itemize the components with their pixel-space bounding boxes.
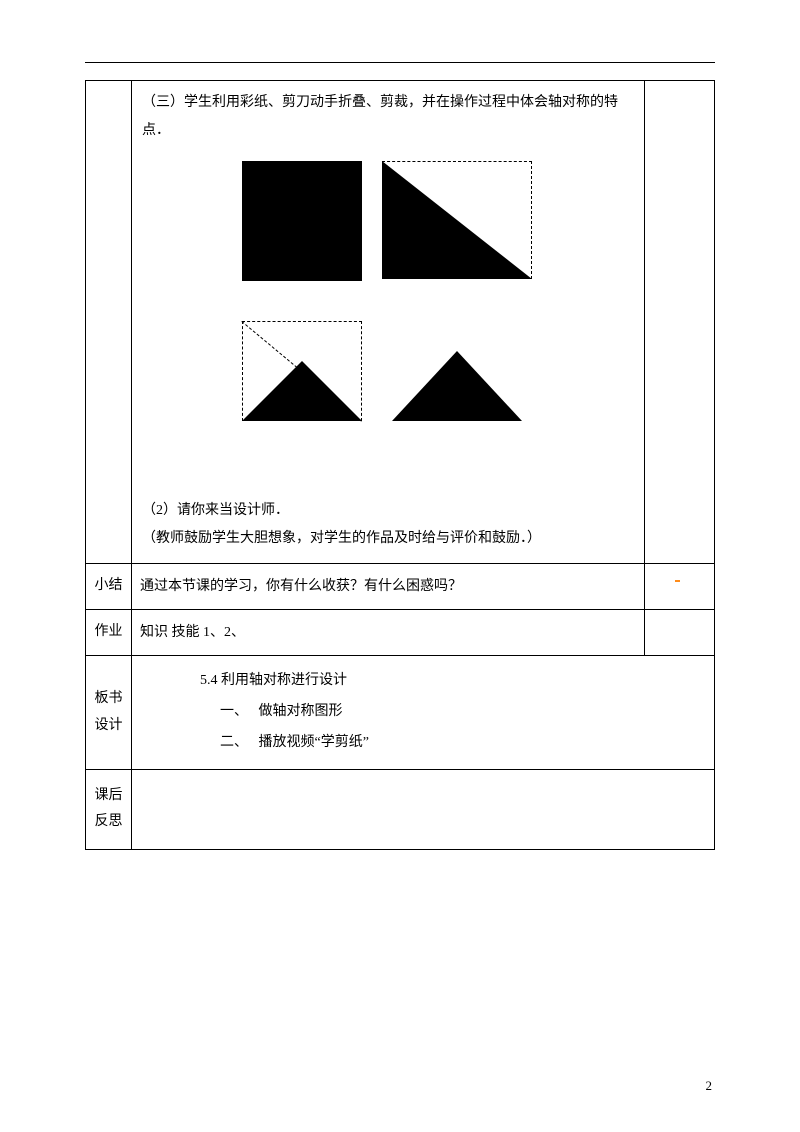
page-number: 2 [706, 1078, 713, 1094]
board-design-cell: 5.4 利用轴对称进行设计 一、 做轴对称图形 二、 播放视频“学剪纸” [132, 656, 715, 769]
right-margin-cell [645, 81, 715, 564]
board-item: 一、 做轴对称图形 [140, 697, 706, 728]
accent-mark-icon [675, 580, 680, 582]
label-line: 课后 [88, 783, 129, 810]
row-label-board: 板书 设计 [86, 656, 132, 769]
document-page: （三）学生利用彩纸、剪刀动手折叠、剪裁，并在操作过程中体会轴对称的特点． （2）… [0, 0, 800, 850]
label-line: 反思 [88, 809, 129, 836]
board-title: 5.4 利用轴对称进行设计 [140, 666, 706, 697]
row-label-reflect: 课后 反思 [86, 769, 132, 849]
table-row: 作业 知识 技能 1、2、 [86, 610, 715, 656]
summary-cell: 通过本节课的学习，你有什么收获？有什么困惑吗？ [132, 564, 645, 610]
triangle-bottom-left-r [302, 361, 362, 421]
symmetry-figure [142, 151, 634, 451]
row-label-summary: 小结 [86, 564, 132, 610]
label-line: 设计 [88, 713, 129, 740]
triangle-bottom-left-l [242, 361, 302, 421]
list-text: 播放视频“学剪纸” [259, 735, 369, 750]
list-number: 一、 [220, 704, 248, 719]
list-text: 做轴对称图形 [259, 704, 343, 719]
reflect-cell [132, 769, 715, 849]
homework-cell: 知识 技能 1、2、 [132, 610, 645, 656]
right-margin-cell [645, 610, 715, 656]
right-margin-cell [645, 564, 715, 610]
table-row: （三）学生利用彩纸、剪刀动手折叠、剪裁，并在操作过程中体会轴对称的特点． （2）… [86, 81, 715, 564]
paragraph: （2）请你来当设计师． [142, 497, 634, 525]
lesson-plan-table: （三）学生利用彩纸、剪刀动手折叠、剪裁，并在操作过程中体会轴对称的特点． （2）… [85, 80, 715, 850]
table-row: 课后 反思 [86, 769, 715, 849]
main-content-cell: （三）学生利用彩纸、剪刀动手折叠、剪裁，并在操作过程中体会轴对称的特点． （2）… [132, 81, 645, 564]
table-row: 小结 通过本节课的学习，你有什么收获？有什么困惑吗？ [86, 564, 715, 610]
paragraph: （教师鼓励学生大胆想象，对学生的作品及时给与评价和鼓励．） [142, 525, 634, 553]
row-label-empty [86, 81, 132, 564]
list-number: 二、 [220, 735, 248, 750]
board-item: 二、 播放视频“学剪纸” [140, 728, 706, 759]
table-row: 板书 设计 5.4 利用轴对称进行设计 一、 做轴对称图形 二、 播放视频“学剪… [86, 656, 715, 769]
page-top-rule [85, 62, 715, 63]
label-line: 板书 [88, 686, 129, 713]
triangle-bottom-right-l [392, 351, 457, 421]
triangle-bottom-right-r [457, 351, 522, 421]
triangle-top-right [382, 161, 532, 279]
filled-square [242, 161, 362, 281]
row-label-homework: 作业 [86, 610, 132, 656]
paragraph: （三）学生利用彩纸、剪刀动手折叠、剪裁，并在操作过程中体会轴对称的特点． [142, 89, 634, 145]
